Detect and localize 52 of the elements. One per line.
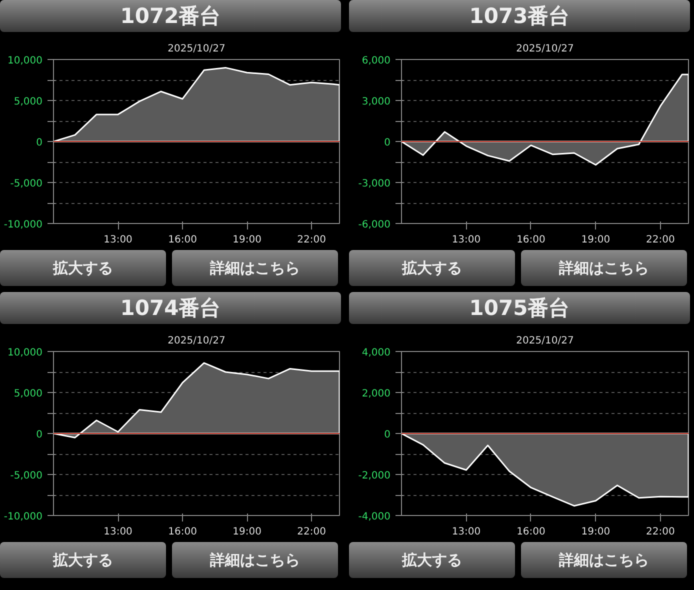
x-tick-label: 22:00 (646, 234, 675, 246)
y-tick-label: 2,000 (362, 388, 391, 400)
x-tick-label: 22:00 (297, 234, 326, 246)
x-tick-label: 19:00 (581, 234, 610, 246)
x-tick-label: 22:00 (646, 526, 675, 538)
y-tick-label: -4,000 (358, 512, 391, 522)
chart-title: 1072番台 (0, 0, 341, 32)
x-tick-label: 19:00 (232, 234, 262, 246)
x-tick-label: 13:00 (452, 234, 481, 246)
y-tick-label: -2,000 (358, 470, 391, 482)
x-tick-label: 22:00 (297, 526, 326, 538)
text: 拡大する (0, 542, 166, 578)
text: 拡大する (0, 250, 166, 286)
y-tick-label: -5,000 (10, 470, 43, 482)
y-tick-label: 5,000 (14, 96, 43, 108)
y-tick-label: -3,000 (358, 178, 391, 190)
text: 拡大する (349, 250, 515, 286)
y-tick-label: 3,000 (362, 96, 391, 108)
y-tick-label: 0 (384, 138, 391, 148)
y-tick-label: 6,000 (362, 56, 391, 66)
y-tick-label: -6,000 (358, 220, 391, 230)
text: 詳細はこちら (172, 250, 338, 286)
x-tick-label: 13:00 (104, 526, 132, 538)
y-tick-label: 0 (36, 430, 43, 440)
y-tick-label: 10,000 (8, 348, 43, 358)
y-tick-label: -10,000 (4, 512, 43, 522)
x-tick-label: 16:00 (168, 526, 197, 538)
x-tick-label: 16:00 (168, 234, 197, 246)
x-tick-label: 16:00 (516, 234, 546, 246)
y-tick-label: 0 (36, 138, 43, 148)
x-tick-label: 19:00 (232, 526, 262, 538)
x-tick-label: 13:00 (104, 234, 132, 246)
chart-title: 1074番台 (0, 292, 341, 324)
y-tick-label: 0 (384, 430, 391, 440)
chart-title: 1073番台 (349, 0, 690, 32)
x-tick-label: 19:00 (581, 526, 610, 538)
x-tick-label: 13:00 (452, 526, 481, 538)
chart-subtitle: 2025/10/27 (516, 336, 574, 346)
chart-subtitle: 2025/10/27 (168, 336, 226, 346)
y-tick-label: 10,000 (8, 56, 43, 66)
y-tick-label: 4,000 (362, 348, 391, 358)
text: 詳細はこちら (521, 250, 687, 286)
chart-title: 1075番台 (349, 292, 690, 324)
text: 詳細はこちら (521, 542, 687, 578)
chart-subtitle: 2025/10/27 (516, 44, 574, 54)
chart-subtitle: 2025/10/27 (168, 44, 226, 54)
text: 詳細はこちら (172, 542, 338, 578)
x-tick-label: 16:00 (516, 526, 546, 538)
text: 拡大する (349, 542, 515, 578)
y-tick-label: -10,000 (4, 220, 43, 230)
y-tick-label: -5,000 (10, 178, 43, 190)
y-tick-label: 5,000 (14, 388, 43, 400)
